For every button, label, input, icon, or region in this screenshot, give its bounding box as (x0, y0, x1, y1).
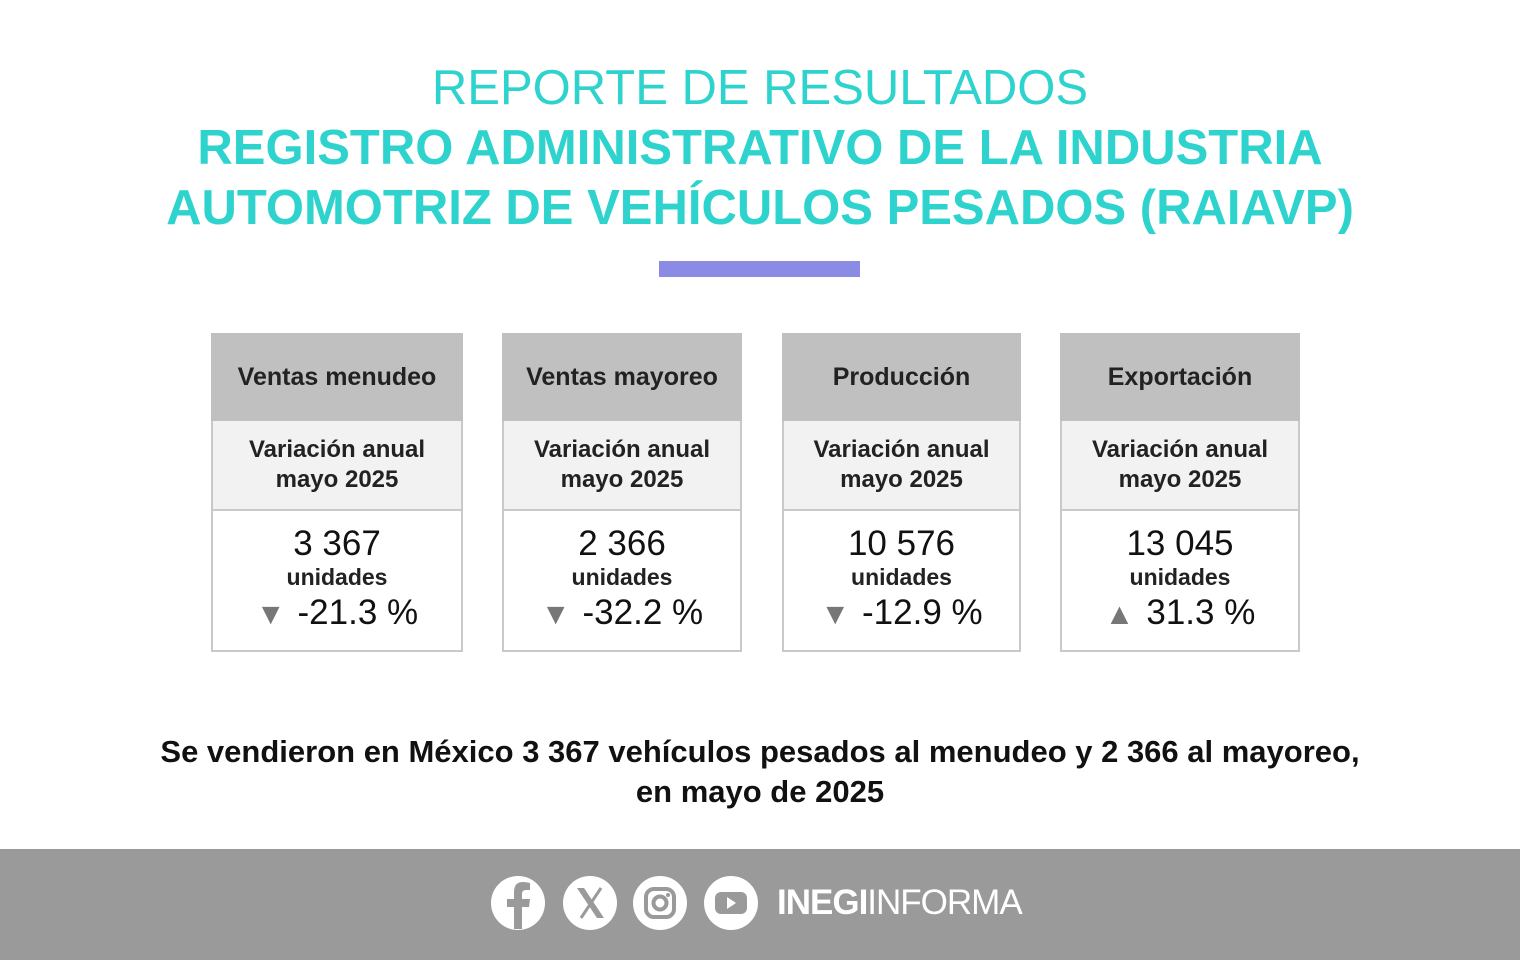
social-icons (491, 876, 758, 930)
kpi-card: Ventas menudeo Variación anual mayo 2025 3 … (211, 333, 463, 652)
youtube-icon[interactable] (704, 876, 758, 930)
trend-arrow: ▼ (820, 598, 851, 631)
title-line: REGISTRO ADMINISTRATIVO DE LA INDUSTRIA (197, 121, 1323, 175)
card-unit: unidades (851, 564, 952, 590)
kpi-card: Producción Variación anual mayo 2025 10 576… (782, 333, 1021, 652)
title-line: AUTOMOTRIZ DE VEHÍCULOS PESADOS (RAIAVP) (166, 181, 1354, 235)
summary-line: Se vendieron en México 3 367 vehículos p… (160, 734, 1360, 769)
divider (659, 261, 860, 277)
card-change: ▼ -32.2 % (504, 591, 740, 637)
kpi-card: Ventas mayoreo Variación anual mayo 2025 2 … (502, 333, 742, 652)
footer: INEGIINFORMA (0, 849, 1520, 960)
card-title: Exportación (1060, 333, 1300, 421)
brand[interactable]: INEGIINFORMA (777, 883, 1023, 923)
change-value: -21.3 % (297, 593, 419, 632)
subtitle-line: mayo 2025 (1118, 466, 1242, 493)
card-subtitle: Variación anual mayo 2025 (1062, 421, 1298, 511)
trend-arrow: ▼ (255, 598, 286, 631)
kpi-card: Exportación Variación anual mayo 2025 13 04… (1060, 333, 1300, 652)
card-subtitle: Variación anual mayo 2025 (784, 421, 1019, 511)
card-value: 10 576 (847, 524, 956, 563)
card-value: 3 367 (293, 524, 381, 563)
subtitle-line: Variación anual (1091, 436, 1269, 463)
card-title: Producción (782, 333, 1021, 421)
subtitle-line: Variación anual (248, 436, 426, 463)
card-title: Ventas menudeo (211, 333, 463, 421)
card-unit: unidades (286, 564, 388, 590)
card-change: ▲ 31.3 % (1062, 591, 1298, 637)
card-value: 2 366 (578, 524, 666, 563)
trend-arrow: ▼ (540, 598, 571, 631)
instagram-icon[interactable] (633, 876, 687, 930)
subtitle-line: Variación anual (813, 436, 990, 463)
facebook-icon[interactable] (491, 876, 545, 930)
summary-line: en mayo de 2025 (635, 774, 885, 809)
card-subtitle: Variación anual mayo 2025 (213, 421, 461, 511)
subtitle-line: mayo 2025 (840, 466, 963, 493)
change-value: -32.2 % (582, 593, 704, 632)
card-unit: unidades (571, 564, 673, 590)
card-value: 13 045 (1126, 524, 1234, 563)
x-icon[interactable] (563, 876, 617, 930)
trend-arrow: ▲ (1104, 598, 1135, 631)
change-value: -12.9 % (862, 593, 983, 632)
card-title: Ventas mayoreo (502, 333, 742, 421)
subtitle-line: Variación anual (533, 436, 711, 463)
card-change: ▼ -21.3 % (213, 591, 461, 637)
card-subtitle: Variación anual mayo 2025 (504, 421, 740, 511)
card-unit: unidades (1129, 564, 1231, 590)
subtitle-line: mayo 2025 (560, 466, 684, 493)
report-label: REPORTE DE RESULTADOS (431, 61, 1089, 115)
brand-bold: INEGI (777, 883, 868, 922)
card-change: ▼ -12.9 % (784, 591, 1019, 637)
change-value: 31.3 % (1146, 593, 1256, 632)
subtitle-line: mayo 2025 (275, 466, 399, 493)
brand-light: INFORMA (867, 883, 1022, 922)
